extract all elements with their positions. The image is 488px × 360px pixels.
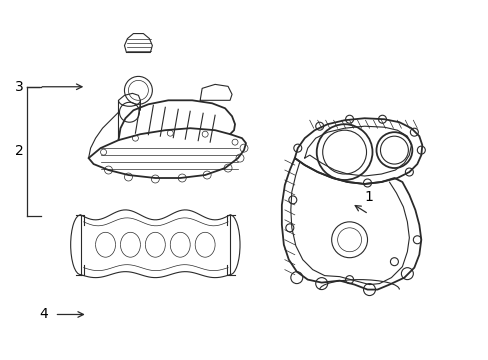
Text: 3: 3 xyxy=(15,80,23,94)
Text: 1: 1 xyxy=(364,190,372,204)
Text: 2: 2 xyxy=(15,144,23,158)
Text: 4: 4 xyxy=(40,307,48,321)
